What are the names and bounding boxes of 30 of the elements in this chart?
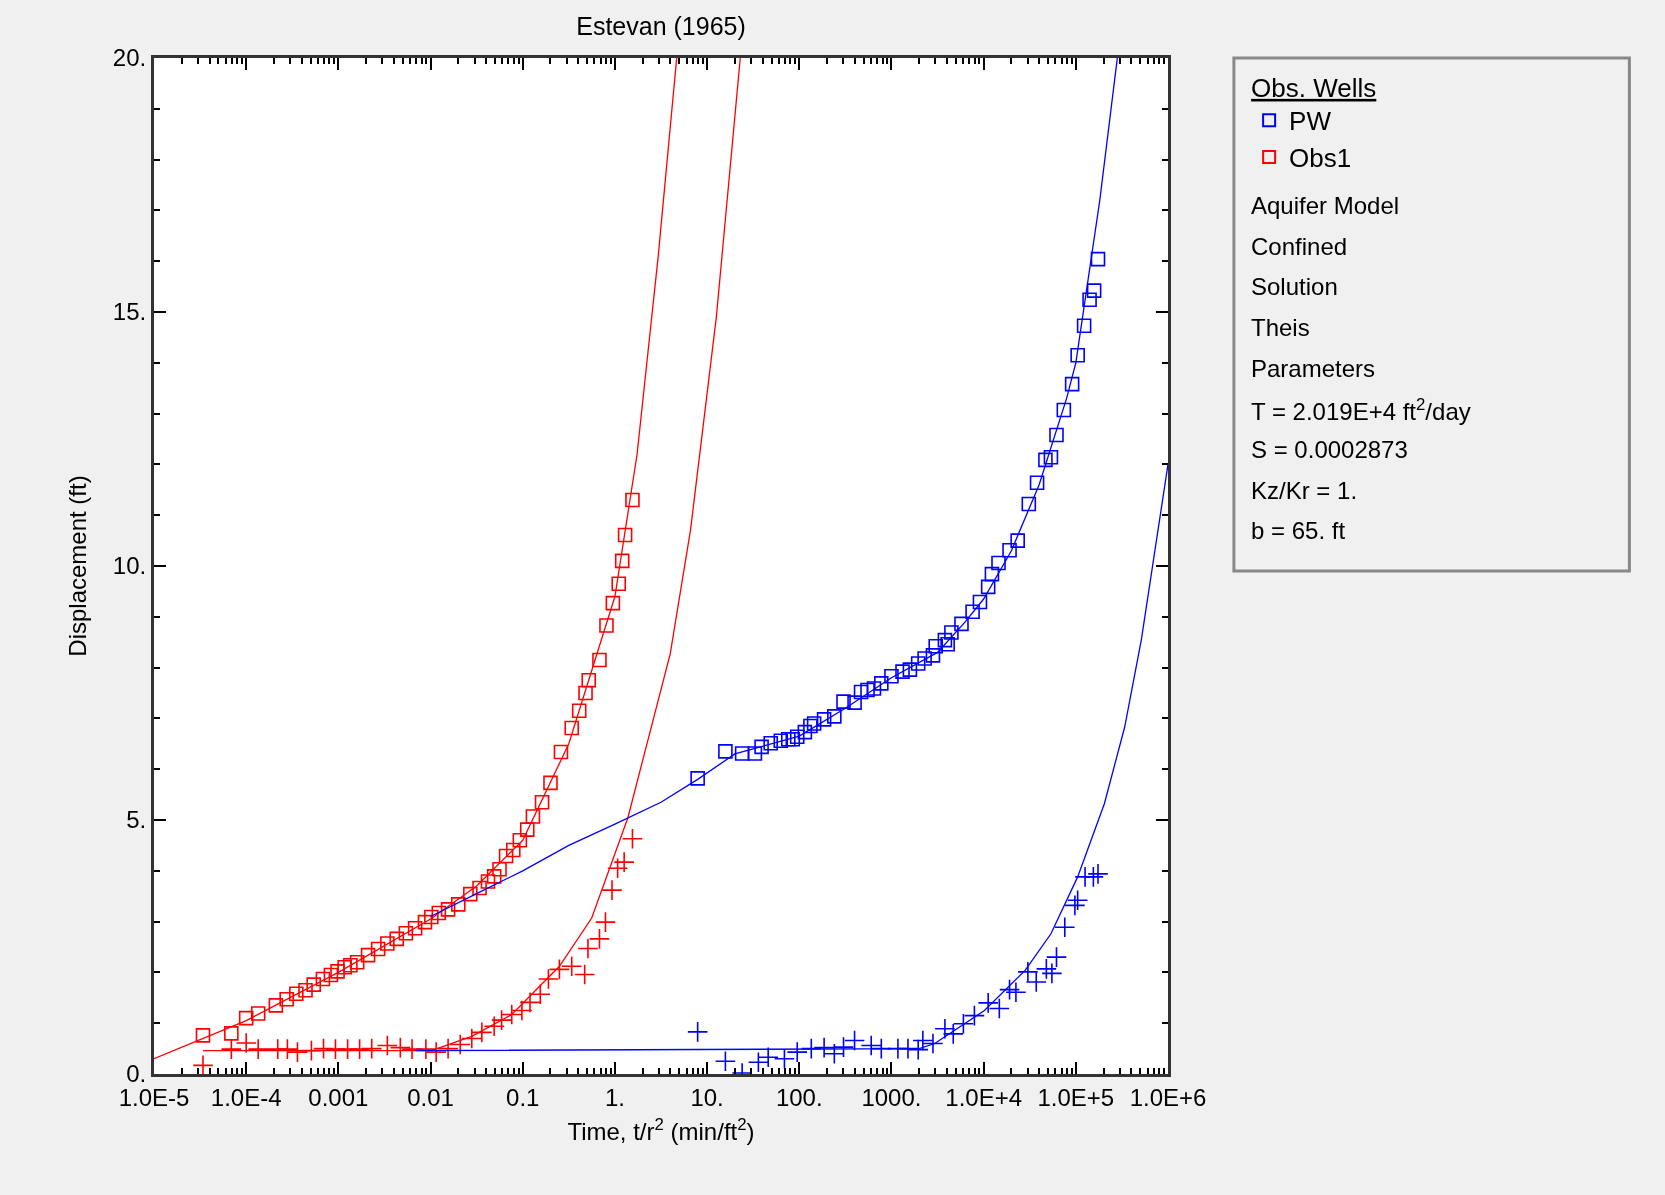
x-tick-label: 1000. bbox=[861, 1083, 922, 1111]
x-tick-label: 0.01 bbox=[407, 1083, 454, 1111]
x-tick-label: 100. bbox=[775, 1083, 823, 1111]
text: Solution bbox=[1251, 273, 1338, 300]
legend-label: PW bbox=[1289, 106, 1332, 137]
text: b = 65. ft bbox=[1251, 517, 1346, 544]
text: Parameters bbox=[1251, 355, 1376, 382]
x-tick-label: 0.1 bbox=[506, 1083, 540, 1111]
y-tick-label: 20. bbox=[112, 44, 147, 72]
legend-title: Obs. Wells bbox=[1251, 72, 1377, 103]
text: Kz/Kr = 1. bbox=[1251, 477, 1358, 504]
text: S = 0.0002873 bbox=[1251, 436, 1408, 463]
y-axis-title: Displacement (ft) bbox=[63, 475, 91, 657]
x-tick-label: 1.0E+6 bbox=[1129, 1083, 1207, 1111]
chart-title: Estevan (1965) bbox=[576, 11, 746, 40]
y-tick-label: 10. bbox=[112, 552, 147, 580]
x-tick-label: 10. bbox=[690, 1083, 724, 1111]
x-tick-label: 1. bbox=[604, 1083, 625, 1111]
text: Aquifer Model bbox=[1251, 192, 1400, 219]
y-tick-label: 15. bbox=[112, 298, 147, 326]
x-tick-label: 1.0E-4 bbox=[210, 1083, 282, 1111]
x-tick-label: 1.0E+5 bbox=[1037, 1083, 1115, 1111]
x-tick-label: 0.001 bbox=[308, 1083, 369, 1111]
text: Theis bbox=[1251, 314, 1310, 341]
text: T = 2.019E+4 ft$^{2}$/day bbox=[1251, 395, 1471, 426]
x-axis-title: Time, t/r$^{2}$ (min/ft$^{2}$) bbox=[567, 1115, 755, 1146]
x-tick-label: 1.0E+4 bbox=[945, 1083, 1023, 1111]
legend-label: Obs1 bbox=[1289, 143, 1352, 174]
text: Confined bbox=[1251, 233, 1348, 260]
y-tick-label: 5. bbox=[126, 806, 147, 834]
